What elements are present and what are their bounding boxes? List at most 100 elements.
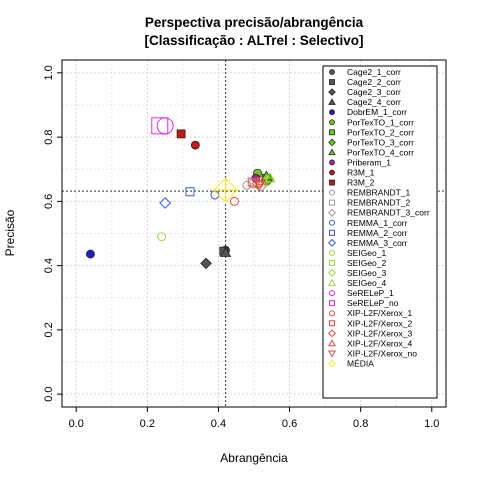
legend-marker	[329, 189, 335, 196]
legend-marker	[329, 259, 335, 266]
legend-label: XIP-L2F/Xerox_1	[347, 308, 412, 318]
legend-box	[322, 65, 438, 399]
x-tick-label: 0.6	[282, 418, 297, 430]
legend-label: REMBRANDT_3_corr	[347, 208, 430, 218]
legend-marker	[328, 359, 336, 368]
point-dobrem-1-corr	[86, 249, 95, 259]
legend-marker	[328, 350, 336, 358]
legend-marker	[328, 148, 336, 156]
x-tick-label: 0.0	[69, 418, 84, 430]
legend-label: R3M_1	[347, 168, 375, 178]
legend-label: REMMA_2_corr	[347, 228, 408, 238]
legend-marker	[329, 290, 335, 297]
point-seigeo-3	[262, 174, 275, 187]
legend-label: Cage2_2_corr	[347, 77, 401, 87]
legend-marker	[329, 79, 335, 85]
legend-marker	[328, 269, 336, 277]
y-tick-label: 0.6	[43, 194, 55, 209]
legend-marker	[329, 179, 335, 186]
point-xip-l2f-xerox-no	[253, 181, 266, 192]
legend-marker	[329, 300, 335, 307]
x-axis-label: Abrangência	[220, 451, 288, 465]
legend-marker	[329, 320, 335, 327]
legend-label: SeRELeP_1	[347, 288, 394, 298]
point-r3m-1	[190, 140, 200, 150]
legend-label: MÉDIA	[347, 358, 374, 368]
x-tick-label: 1.0	[424, 418, 439, 430]
point-cage2-4-corr	[219, 246, 232, 257]
point-r3m-2	[176, 129, 186, 139]
point-serelep-no	[151, 117, 169, 135]
point-remma-1-corr	[210, 190, 220, 200]
point-rembrandt-1	[242, 180, 252, 190]
legend-marker	[328, 238, 336, 247]
legend-marker	[329, 159, 335, 166]
legend-marker	[329, 249, 335, 256]
point-xip-l2f-xerox-2	[247, 177, 257, 187]
legend-marker	[329, 219, 335, 226]
legend-label: REMBRANDT_2	[347, 198, 411, 208]
legend-label: XIP-L2F/Xerox_4	[347, 338, 412, 348]
legend-label: SEIGeo_1	[347, 248, 386, 258]
point-remma-3-corr	[159, 197, 172, 209]
legend-marker	[328, 329, 336, 338]
legend-label: PorTexTO_3_corr	[347, 137, 414, 147]
point-seigeo-1	[157, 232, 167, 242]
legend-label: SEIGeo_2	[347, 258, 386, 268]
legend-label: XIP-L2F/Xerox_no	[347, 348, 417, 358]
legend-marker	[328, 339, 336, 347]
legend-label: REMMA_3_corr	[347, 238, 408, 248]
legend-label: Cage2_3_corr	[347, 87, 401, 97]
legend-label: Cage2_4_corr	[347, 97, 401, 107]
x-tick-label: 0.4	[211, 418, 226, 430]
point-m-dia	[213, 177, 238, 203]
data-points	[86, 117, 276, 270]
y-axis: 0.0 0.2 0.4 0.6 0.8 1.0	[43, 65, 62, 402]
y-axis-label: Precisão	[3, 209, 17, 256]
chart-subtitle: [Classificação : ALTrel : Selectivo]	[144, 33, 363, 48]
legend-marker	[329, 69, 335, 75]
legend-marker	[328, 138, 336, 147]
point-xip-l2f-xerox-1	[229, 196, 239, 206]
legend-label: XIP-L2F/Xerox_3	[347, 328, 412, 338]
legend-label: Priberam_1	[347, 157, 391, 167]
legend-label: PorTexTO_4_corr	[347, 147, 414, 157]
y-tick-label: 1.0	[43, 65, 55, 80]
legend-marker	[328, 208, 336, 217]
legend-marker	[329, 310, 335, 317]
legend-marker	[329, 199, 335, 206]
legend-marker	[328, 98, 336, 105]
x-tick-label: 0.8	[353, 418, 368, 430]
legend-marker	[329, 169, 335, 176]
plot-frame	[61, 59, 447, 408]
y-tick-label: 0.0	[43, 386, 55, 401]
legend-label: REMMA_1_corr	[347, 218, 408, 228]
legend-marker	[329, 119, 335, 126]
legend-marker	[328, 278, 336, 286]
point-cage2-3-corr	[200, 257, 212, 270]
legend-label: REMBRANDT_1	[347, 188, 411, 198]
legend-marker	[328, 88, 336, 96]
y-tick-label: 0.8	[43, 129, 55, 144]
legend-label: DobrEM_1_corr	[347, 107, 407, 117]
legend-label: SEIGeo_3	[347, 268, 386, 278]
legend-label: SEIGeo_4	[347, 278, 386, 288]
legend-label: PorTexTO_1_corr	[347, 117, 414, 127]
legend-marker	[329, 109, 335, 116]
y-tick-label: 0.4	[43, 258, 55, 273]
y-tick-label: 0.2	[43, 322, 55, 337]
legend: Cage2_1_corrCage2_2_corrCage2_3_corrCage…	[322, 65, 438, 399]
legend-marker	[329, 229, 335, 236]
legend-label: XIP-L2F/Xerox_2	[347, 318, 412, 328]
point-serelep-1	[156, 117, 174, 135]
legend-label: R3M_2	[347, 178, 375, 188]
legend-label: SeRELeP_no	[347, 298, 399, 308]
legend-marker	[329, 129, 335, 136]
point-remma-2-corr	[185, 187, 195, 197]
point-seigeo-4	[264, 172, 276, 183]
chart-title: Perspectiva precisão/abrangência	[145, 15, 364, 30]
x-axis: 0.0 0.2 0.4 0.6 0.8 1.0	[69, 407, 439, 430]
legend-label: Cage2_1_corr	[347, 67, 401, 77]
